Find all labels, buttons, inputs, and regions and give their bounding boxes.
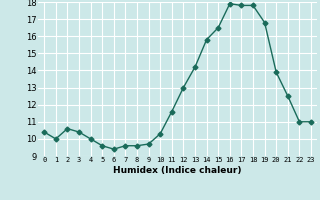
X-axis label: Humidex (Indice chaleur): Humidex (Indice chaleur) [113, 166, 242, 175]
